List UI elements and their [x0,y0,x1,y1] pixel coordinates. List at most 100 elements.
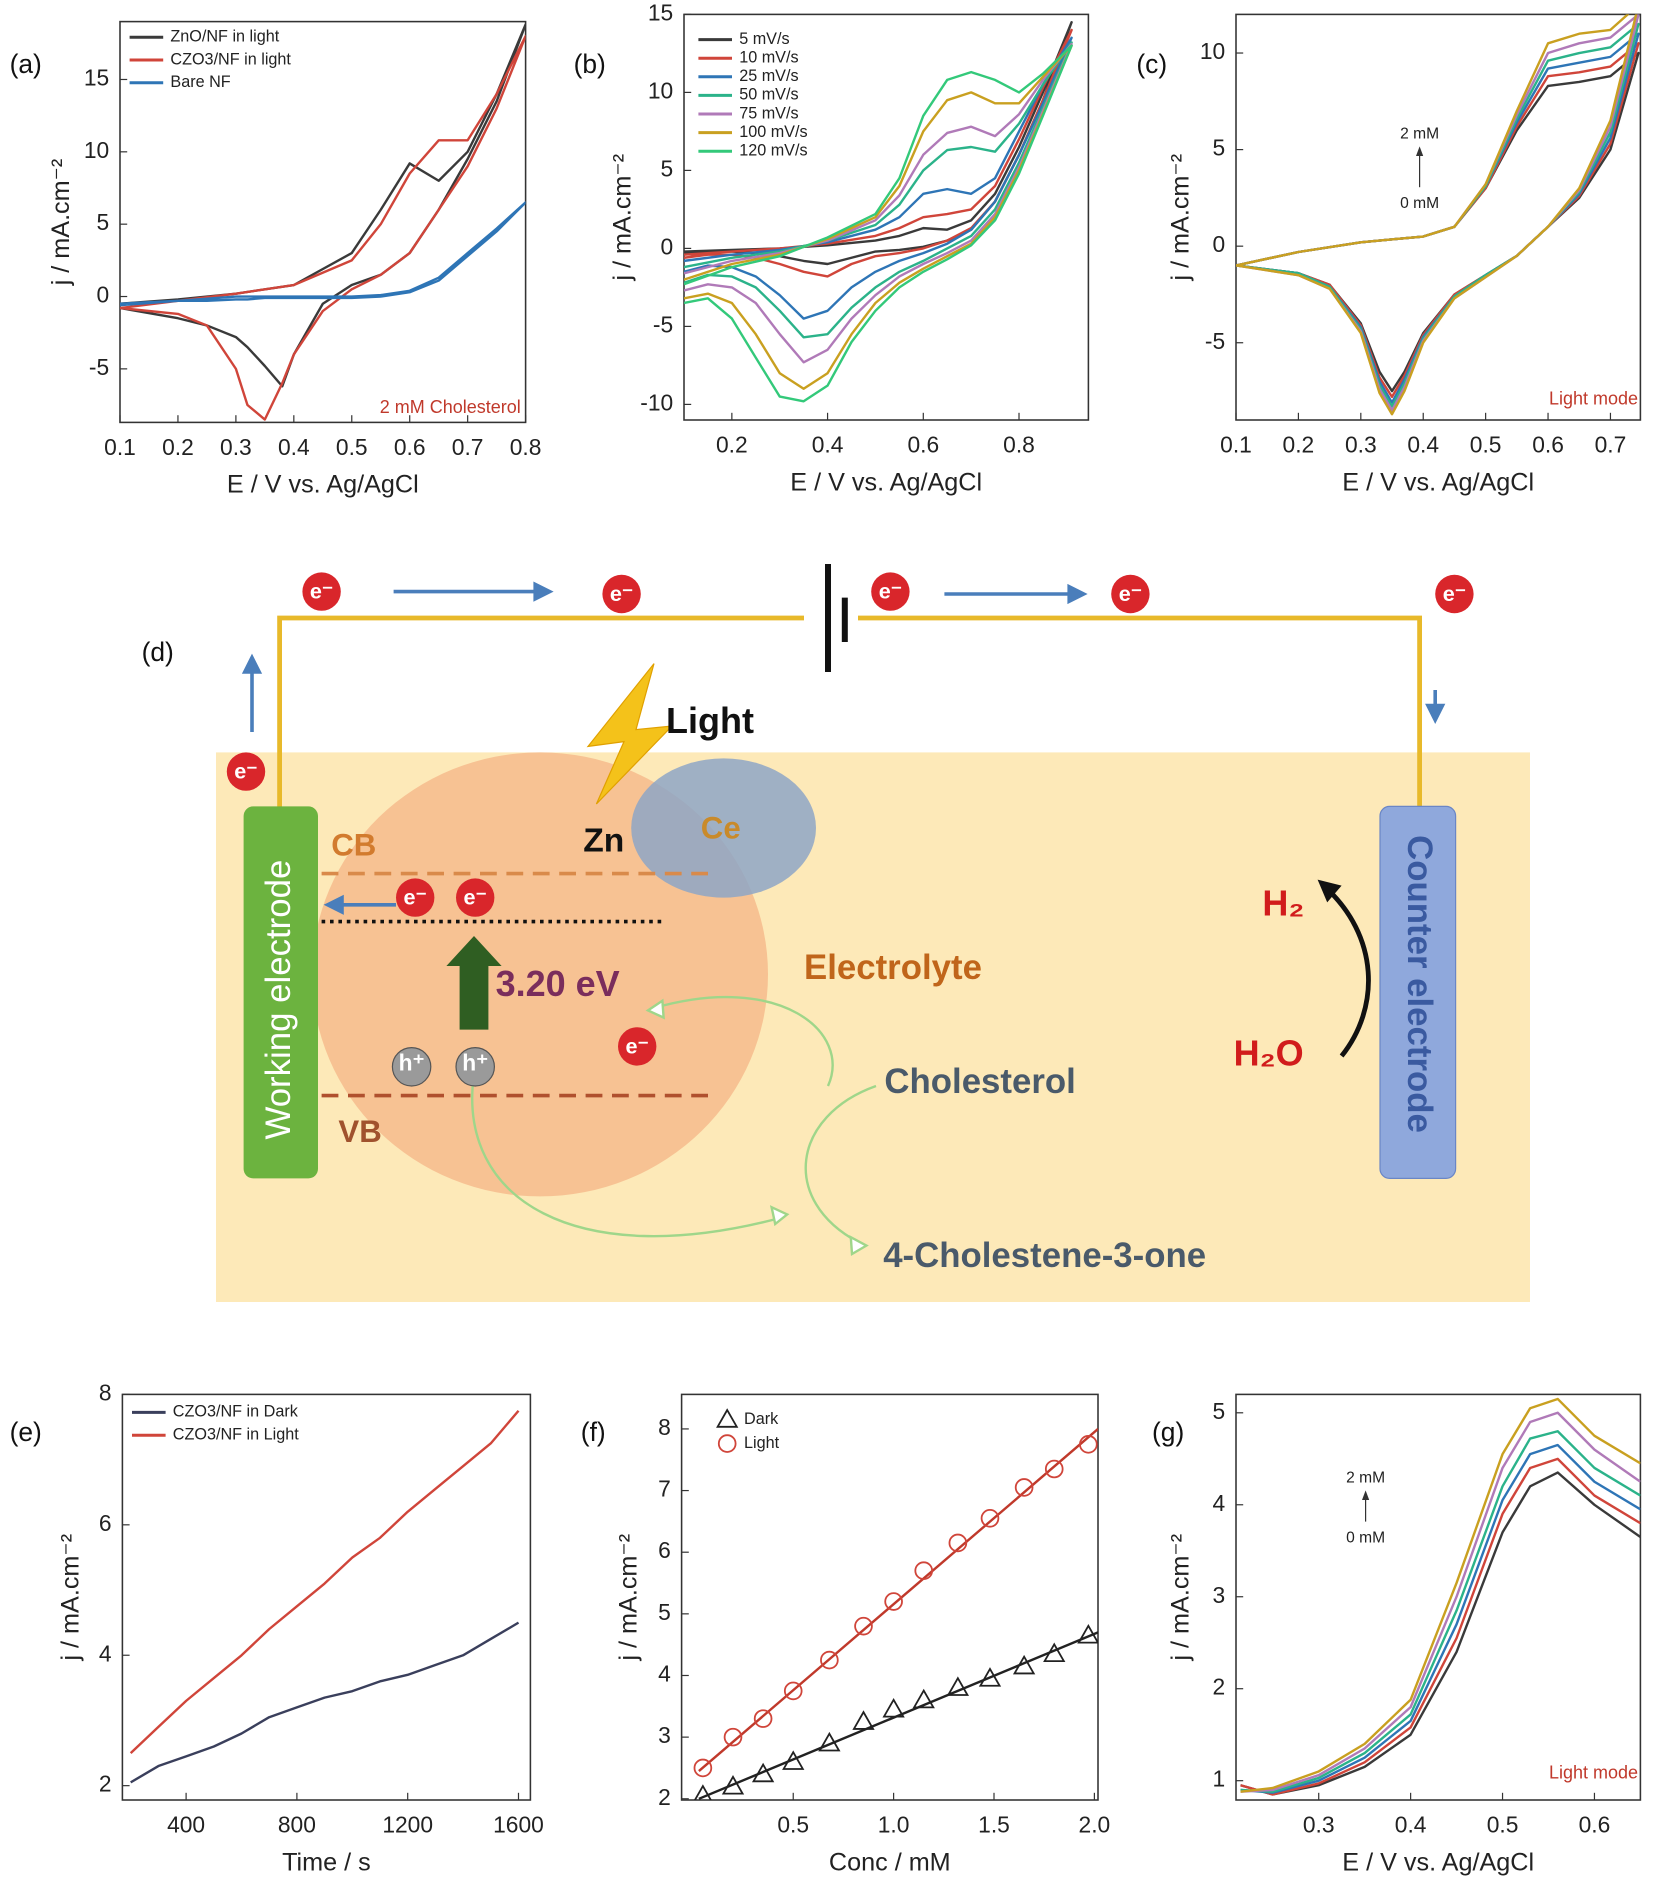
marker [980,1509,1000,1528]
arrow-heads [645,998,869,1257]
marker [914,1561,934,1580]
marker [1014,1478,1034,1497]
x-tick-label: 0.4 [1395,1811,1427,1837]
y-axis-label: j / mA.cm⁻² [57,1534,85,1662]
x-tick-label: 0.4 [278,434,310,460]
arrows [241,581,1446,915]
y-tick-label: 3 [1213,1582,1226,1608]
working-label: Working electrode [259,860,298,1140]
y-axis-label: j / mA.cm⁻² [1167,154,1195,282]
y-tick-label: 5 [1213,135,1226,161]
fit-line [698,1631,1099,1800]
panel-label: (e) [10,1417,42,1447]
marker [716,1408,739,1428]
marker [721,1775,745,1795]
marker [717,1434,737,1453]
hole-label: h⁺ [462,1049,488,1075]
x-tick-label: 0.4 [812,431,844,457]
series-line [130,1621,520,1784]
panel-label: (d) [142,637,174,667]
y-tick-label: 10 [648,77,673,103]
y-tick-label: 2 [1213,1674,1226,1700]
x-tick-label: 0.2 [716,431,748,457]
arrow-bottom-label: 0 mM [1400,195,1439,212]
x-tick-label: 0.8 [1003,431,1035,457]
hole-label: h⁺ [399,1049,425,1075]
chart: 0.1 0.2 0.3 0.4 0.5 0.6 0.7 0.8 -5 0 5 10 15 E / V vs… [10,20,541,499]
legend-label: 25 mV/s [739,67,798,85]
marker [884,1592,903,1611]
electron-label: e⁻ [463,885,486,910]
series-line [120,34,526,421]
legend-label: 100 mV/s [739,123,807,141]
x-tick-label: 0.5 [777,1811,809,1837]
plot-area [1236,14,1640,416]
chart: 0.5 1.0 1.5 2.0 2 3 4 5 6 7 8 Conc / mM j / mA.cm⁻² (… [581,1393,1110,1876]
electron-label: e⁻ [1119,581,1142,606]
legend-label: Dark [744,1410,779,1428]
plot-frame [680,1393,1099,1801]
series-line [1240,1430,1641,1793]
marker [854,1616,873,1636]
x-tick-label: 1600 [493,1811,544,1837]
h2-label: H₂ [1262,883,1304,924]
y-tick-label: 3 [658,1722,671,1748]
counter-electrode [1379,805,1457,1180]
y-tick-label: 7 [658,1476,671,1502]
marker [978,1667,1002,1687]
legend-label: CZO3/NF in Light [173,1425,299,1443]
series-line [684,42,1073,364]
marker [1079,1435,1098,1454]
x-tick-label: 1.0 [878,1811,910,1837]
lightning [586,663,674,805]
legend-label: 75 mV/s [739,104,798,122]
series-line [684,36,1073,320]
marker [1043,1642,1066,1663]
y-axis-label: j / mA.cm⁻² [615,1534,643,1662]
electron-label: e⁻ [610,581,633,606]
h2-arrow [1322,883,1371,1058]
y-tick-label: -5 [1205,328,1225,354]
series-line [1240,1397,1641,1793]
electrons: e⁻ e⁻ e⁻ e⁻ e⁻ e⁻ e⁻ e⁻ e⁻ [226,572,1474,1066]
panel-label: (f) [581,1417,606,1447]
y-tick-label: 6 [658,1537,671,1563]
y-tick-label: -5 [89,354,109,380]
y-tick-label: 5 [658,1599,671,1625]
y-tick-label: 0 [1213,231,1226,257]
panel-label: (b) [574,49,606,79]
y-tick-label: 0 [97,282,110,308]
x-tick-label: 0.7 [452,434,484,460]
series-line [1240,1457,1641,1796]
x-tick-label: 0.6 [907,431,939,457]
electron-label: e⁻ [625,1033,648,1058]
marker [820,1650,839,1670]
x-tick-label: 0.1 [1220,431,1252,457]
electron-label: e⁻ [234,759,257,784]
marker [852,1710,875,1730]
plot-area [684,21,1073,403]
legend-label: Bare NF [170,73,230,91]
vb-label: VB [338,1114,381,1149]
plot-frame [121,1393,532,1801]
y-tick-label: 15 [648,0,673,25]
y-tick-label: 2 [99,1771,112,1797]
series-line [1236,14,1638,416]
y-tick-label: 8 [99,1379,112,1405]
marker [753,1709,773,1728]
x-tick-label: 0.6 [394,434,426,460]
legend-label: Light [744,1434,780,1452]
y-axis-label: j / mA.cm⁻² [1167,1534,1195,1662]
chart: 400 800 1200 1600 2 4 6 8 Time / s j / mA.cm⁻² (e)… [10,1379,544,1876]
annotation: Light mode [1549,1762,1638,1782]
plot-area [120,23,526,421]
panel-label: (a) [10,49,42,79]
working-electrode [243,806,319,1179]
gap-label: 3.20 eV [496,963,620,1004]
annotation: Light mode [1549,388,1638,408]
plot-area [693,1428,1099,1801]
series-line [1240,1411,1641,1793]
marker [693,1758,713,1778]
y-axis-label: j / mA.cm⁻² [609,154,637,282]
chart: 0.3 0.4 0.5 0.6 1 2 3 4 5 E / V vs. Ag/AgCl j / mA… [1152,1393,1642,1876]
